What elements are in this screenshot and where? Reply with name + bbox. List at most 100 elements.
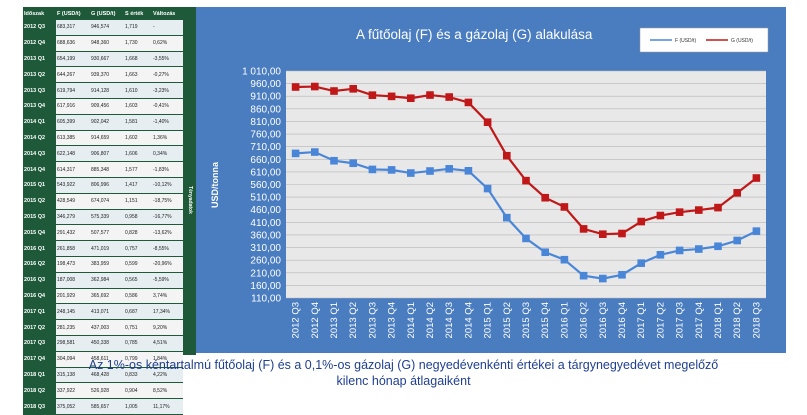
caption-line-2: kilenc hónap átlagaiként	[336, 374, 471, 388]
table-cell: 622,148	[56, 145, 90, 163]
data-point-f	[330, 156, 338, 165]
table-cell: 0,599	[124, 256, 152, 273]
x-tick-label: 2013 Q3	[367, 302, 378, 338]
y-tick-label: 910,00	[250, 92, 281, 103]
table-cell: 914,128	[90, 82, 124, 99]
chart-title: A fűtőolaj (F) és a gázolaj (G) alakulás…	[356, 27, 593, 42]
table-cell: 298,581	[56, 335, 90, 352]
table-row: 2013 Q3 619,794 914,128 1,610 -3,23%	[23, 82, 183, 99]
data-point-g	[752, 174, 761, 182]
data-point-g	[330, 87, 338, 95]
table-cell: 375,052	[56, 398, 90, 415]
y-tick-label: 960,00	[250, 79, 281, 90]
table-cell: 2014 Q2	[23, 130, 56, 147]
table-row: 2016 Q1 261,858 471,019 0,757 -8,55%	[23, 240, 183, 257]
data-point-f	[503, 213, 511, 222]
table-cell: 362,984	[90, 272, 124, 289]
table-cell: 291,432	[56, 224, 90, 242]
data-point-f	[311, 148, 319, 156]
table-cell: 0,687	[124, 303, 152, 321]
table-cell: 1,606	[124, 145, 152, 163]
table-cell: 248,145	[56, 303, 90, 321]
table-cell: 906,807	[90, 145, 124, 163]
y-tick-label: 610,00	[250, 167, 281, 178]
data-point-f	[483, 184, 492, 193]
data-point-g	[387, 92, 396, 101]
data-point-f	[349, 159, 357, 168]
table-cell: 11,17%	[152, 398, 183, 415]
data-point-f	[541, 248, 549, 257]
table-row: 2014 Q1 605,399 902,042 1,581 -1,40%	[23, 114, 183, 131]
table-cell: 654,199	[56, 51, 90, 68]
data-point-f	[445, 165, 453, 173]
data-point-f	[618, 271, 626, 279]
data-point-f	[637, 259, 645, 267]
table-cell: 1,36%	[152, 130, 183, 147]
table-header-cell: Időszak	[23, 7, 56, 20]
table-row: 2016 Q3 187,008 362,984 0,565 -5,59%	[23, 272, 183, 289]
table-cell: 2017 Q4	[23, 351, 56, 368]
table-cell: 1,719	[124, 20, 152, 36]
table-cell: 413,071	[90, 303, 124, 321]
table-cell: 468,428	[90, 367, 124, 384]
chart-frame: A fűtőolaj (F) és a gázolaj (G) alakulás…	[196, 7, 786, 353]
table-cell: 2013 Q2	[23, 66, 56, 84]
data-point-g	[637, 217, 645, 226]
x-tick-label: 2017 Q3	[675, 302, 686, 338]
table-cell: 2018 Q1	[23, 367, 56, 384]
table-cell: 2017 Q1	[23, 303, 56, 321]
table-cell: -5,59%	[152, 272, 183, 289]
table-cell: 902,042	[90, 114, 124, 131]
table-cell: 2018 Q2	[23, 382, 56, 400]
x-tick-label: 2012 Q3	[291, 302, 302, 338]
x-tick-label: 2017 Q1	[636, 302, 647, 338]
y-tick-label: 310,00	[250, 243, 281, 254]
data-point-f	[407, 169, 415, 177]
table-cell: 0,751	[124, 319, 152, 336]
data-point-g	[579, 225, 588, 233]
table-cell: 2015 Q1	[23, 177, 56, 194]
table-cell: 1,602	[124, 130, 152, 147]
data-point-g	[311, 82, 319, 91]
y-tick-label: 160,00	[250, 281, 281, 292]
table-cell: 507,577	[90, 224, 124, 242]
data-point-g	[483, 118, 492, 127]
table-cell: 939,370	[90, 66, 124, 84]
table-cell: 0,34%	[152, 145, 183, 163]
table-cell: 281,235	[56, 319, 90, 336]
y-tick-label: 360,00	[250, 230, 281, 241]
data-point-g	[291, 83, 300, 91]
side-label: Tényadatok	[187, 186, 193, 214]
table-header-cell: S érték	[124, 7, 152, 20]
table-row: 2015 Q3 346,279 575,339 0,958 -16,77%	[23, 209, 183, 226]
table-cell: -16,77%	[152, 209, 183, 226]
table-header-cell: F (USD/t)	[56, 7, 90, 20]
y-tick-label: 560,00	[250, 180, 281, 191]
table-row: 2018 Q3 375,052 585,657 1,005 11,17%	[23, 398, 183, 415]
table-row: 2013 Q4 617,916 909,456 1,603 -0,41%	[23, 98, 183, 115]
table-cell: 346,279	[56, 209, 90, 226]
table-cell: 2017 Q2	[23, 319, 56, 336]
table-cell: 909,456	[90, 98, 124, 115]
data-point-g	[675, 208, 684, 216]
y-tick-label: 210,00	[250, 268, 281, 279]
table-cell: -3,23%	[152, 82, 183, 99]
table-cell: 885,348	[90, 161, 124, 178]
table-cell: -0,41%	[152, 98, 183, 115]
data-point-f	[733, 236, 741, 245]
table-cell: 688,636	[56, 35, 90, 52]
table-header-cell: G (USD/t)	[90, 7, 124, 20]
table-cell: 0,828	[124, 224, 152, 242]
table-cell: 2018 Q3	[23, 398, 56, 415]
x-tick-label: 2015 Q1	[483, 302, 494, 338]
x-tick-label: 2014 Q3	[444, 302, 455, 338]
chart: A fűtőolaj (F) és a gázolaj (G) alakulás…	[196, 7, 786, 353]
x-tick-label: 2015 Q3	[521, 302, 532, 338]
table-row: 2018 Q1 315,138 468,428 0,833 4,22%	[23, 367, 183, 384]
table-cell: -10,12%	[152, 177, 183, 194]
data-table: Időszak F (USD/t) G (USD/t) S érték Változás…	[23, 7, 183, 415]
table-cell: 261,858	[56, 240, 90, 257]
table-cell: 365,692	[90, 288, 124, 305]
data-point-g	[560, 203, 569, 211]
